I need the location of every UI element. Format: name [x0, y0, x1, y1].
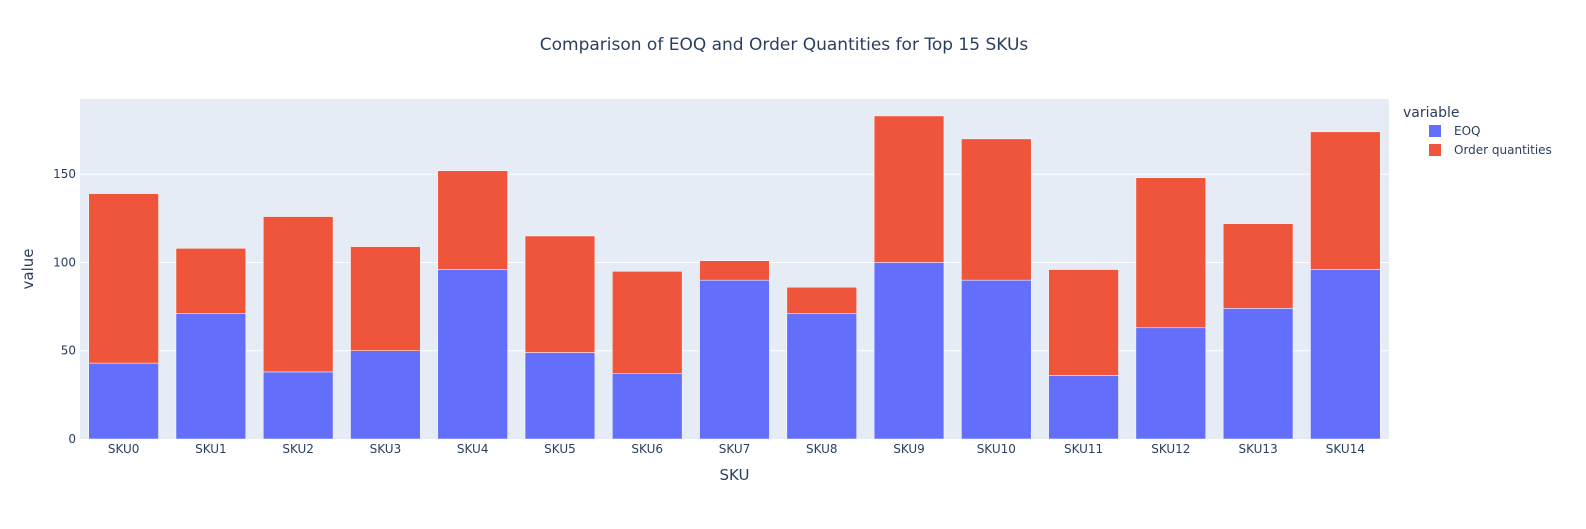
bar-order-quantities-sku10[interactable] [961, 138, 1032, 281]
bar-order-quantities-sku8[interactable] [786, 286, 857, 314]
bar-eoq-sku13[interactable] [1222, 308, 1294, 440]
bar-order-quantities-sku0[interactable] [88, 193, 159, 364]
bar-order-quantities-sku11[interactable] [1048, 269, 1119, 376]
y-axis-title: value [19, 249, 37, 290]
bar-eoq-sku10[interactable] [961, 279, 1032, 440]
bar-eoq-sku12[interactable] [1135, 327, 1206, 440]
x-axis-title: SKU [720, 466, 750, 484]
x-tick-label: SKU3 [370, 442, 402, 456]
bar-order-quantities-sku5[interactable] [524, 235, 596, 353]
x-tick-label: SKU11 [1064, 442, 1103, 456]
x-tick-label: SKU12 [1151, 442, 1190, 456]
bar-order-quantities-sku3[interactable] [350, 246, 421, 351]
legend-swatch[interactable] [1429, 125, 1441, 137]
x-tick-label: SKU13 [1238, 442, 1277, 456]
bar-order-quantities-sku2[interactable] [263, 216, 334, 373]
x-tick-label: SKU4 [457, 442, 489, 456]
bar-eoq-sku1[interactable] [175, 313, 247, 440]
bar-eoq-sku0[interactable] [88, 362, 159, 440]
x-tick-label: SKU7 [719, 442, 751, 456]
y-tick-label: 150 [53, 167, 76, 181]
bar-order-quantities-sku1[interactable] [175, 248, 247, 314]
bar-eoq-sku5[interactable] [524, 352, 596, 440]
bar-order-quantities-sku6[interactable] [612, 271, 683, 374]
bar-order-quantities-sku13[interactable] [1222, 223, 1294, 309]
x-tick-label: SKU8 [806, 442, 838, 456]
legend-item-label[interactable]: Order quantities [1454, 143, 1552, 157]
bar-eoq-sku4[interactable] [437, 269, 508, 440]
legend-title: variable [1403, 105, 1459, 121]
bar-eoq-sku7[interactable] [699, 279, 770, 440]
bar-eoq-sku2[interactable] [263, 371, 334, 440]
x-tick-label: SKU14 [1326, 442, 1365, 456]
x-tick-label: SKU9 [893, 442, 925, 456]
x-tick-label: SKU2 [282, 442, 314, 456]
y-tick-label: 0 [68, 432, 76, 446]
x-tick-label: SKU6 [631, 442, 663, 456]
bars [88, 115, 1381, 440]
x-tick-label: SKU1 [195, 442, 227, 456]
bar-eoq-sku11[interactable] [1048, 375, 1119, 440]
bar-order-quantities-sku7[interactable] [699, 260, 770, 281]
x-tick-label: SKU10 [977, 442, 1016, 456]
x-tick-label: SKU5 [544, 442, 576, 456]
bar-eoq-sku8[interactable] [786, 313, 857, 440]
y-tick-label: 50 [61, 344, 76, 358]
y-axis-ticks: 0 50 100 150 [53, 167, 76, 446]
bar-order-quantities-sku9[interactable] [873, 115, 945, 263]
legend-item-label[interactable]: EOQ [1454, 124, 1480, 138]
x-axis-ticks: SKU0 SKU1 SKU2 SKU3 SKU4 SKU5 SKU6 SKU7 SKU8 SKU9… [108, 442, 1365, 456]
bar-eoq-sku14[interactable] [1310, 269, 1381, 440]
bar-order-quantities-sku4[interactable] [437, 170, 508, 270]
x-tick-label: SKU0 [108, 442, 140, 456]
chart-title: Comparison of EOQ and Order Quantities f… [540, 35, 1029, 55]
bar-eoq-sku3[interactable] [350, 350, 421, 440]
legend: variable EOQ Order quantities [1403, 105, 1552, 157]
legend-swatch[interactable] [1429, 144, 1441, 156]
bar-eoq-sku6[interactable] [612, 373, 683, 440]
bar-order-quantities-sku12[interactable] [1135, 177, 1206, 329]
bar-order-quantities-sku14[interactable] [1310, 131, 1381, 270]
bar-eoq-sku9[interactable] [873, 262, 945, 440]
y-tick-label: 100 [53, 255, 76, 269]
